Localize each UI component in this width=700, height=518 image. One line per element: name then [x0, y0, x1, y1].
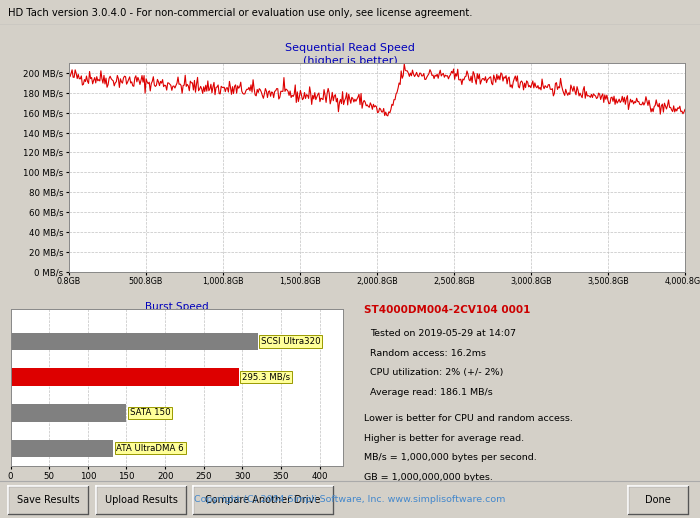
Text: Random access: 16.2ms: Random access: 16.2ms — [370, 349, 486, 358]
Text: CPU utilization: 2% (+/- 2%): CPU utilization: 2% (+/- 2%) — [370, 368, 504, 378]
Text: SCSI Ultra320: SCSI Ultra320 — [261, 337, 321, 346]
FancyBboxPatch shape — [193, 486, 333, 514]
Text: GB = 1,000,000,000 bytes.: GB = 1,000,000,000 bytes. — [363, 473, 493, 482]
Text: Done: Done — [645, 495, 671, 505]
Text: Higher is better for average read.: Higher is better for average read. — [363, 434, 524, 443]
Text: HD Tach version 3.0.4.0 - For non-commercial or evaluation use only, see license: HD Tach version 3.0.4.0 - For non-commer… — [8, 8, 473, 18]
Text: Copyright (C) 2004 Simpli Software, Inc. www.simplisoftware.com: Copyright (C) 2004 Simpli Software, Inc.… — [195, 495, 505, 503]
Bar — [10, 439, 113, 457]
Text: SATA 150: SATA 150 — [130, 408, 170, 418]
FancyBboxPatch shape — [8, 486, 88, 514]
Text: 295.3 MB/s: 295.3 MB/s — [242, 372, 290, 382]
Bar — [10, 368, 239, 386]
Text: Save Results: Save Results — [17, 495, 79, 505]
Text: Sequential Read Speed
(higher is better): Sequential Read Speed (higher is better) — [285, 43, 415, 66]
Bar — [10, 404, 127, 422]
Text: Average read: 186.1 MB/s: Average read: 186.1 MB/s — [370, 388, 493, 397]
FancyBboxPatch shape — [628, 486, 688, 514]
Bar — [10, 333, 258, 351]
Text: Lower is better for CPU and random access.: Lower is better for CPU and random acces… — [363, 414, 573, 423]
Text: Upload Results: Upload Results — [104, 495, 177, 505]
Text: ST4000DM004-2CV104 0001: ST4000DM004-2CV104 0001 — [363, 305, 530, 314]
Text: MB/s = 1,000,000 bytes per second.: MB/s = 1,000,000 bytes per second. — [363, 453, 536, 463]
FancyBboxPatch shape — [96, 486, 186, 514]
Text: Compare Another Drive: Compare Another Drive — [205, 495, 321, 505]
Text: Tested on 2019-05-29 at 14:07: Tested on 2019-05-29 at 14:07 — [370, 329, 517, 338]
Text: ATA UltraDMA 6: ATA UltraDMA 6 — [116, 444, 184, 453]
Text: Burst Speed
(higher is better): Burst Speed (higher is better) — [132, 302, 221, 325]
